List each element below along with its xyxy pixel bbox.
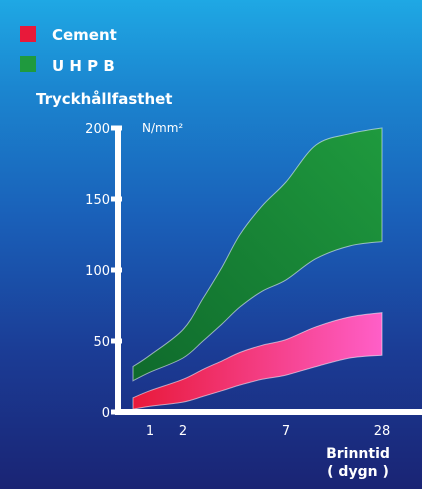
x-tick-label: 2	[179, 424, 187, 439]
y-tick-mark	[111, 338, 122, 344]
y-tick-label: 150	[85, 193, 110, 208]
y-tick-mark	[111, 125, 122, 131]
x-axis-unit: ( dygn )	[327, 464, 389, 480]
legend-swatch-cement	[20, 26, 36, 42]
x-tick-mark	[180, 409, 186, 415]
series-band-uhpb	[132, 127, 383, 382]
y-tick-label: 100	[85, 264, 110, 279]
y-axis-unit: N/mm²	[142, 121, 183, 135]
y-tick-label: 0	[102, 406, 110, 421]
y-tick-mark	[111, 409, 122, 415]
y-axis-label: Tryckhållfasthet	[36, 90, 172, 108]
series-bands	[132, 127, 383, 410]
y-tick-mark	[111, 267, 122, 273]
series-band-cement	[132, 312, 383, 410]
y-tick-label: 200	[85, 122, 110, 137]
x-tick-label: 28	[374, 424, 391, 439]
x-tick-mark	[379, 409, 385, 415]
x-tick-mark	[147, 409, 153, 415]
tick-labels: 0 50 100 150 200 1 2 7 28	[85, 122, 390, 439]
axes	[111, 125, 422, 415]
y-tick-label: 50	[93, 335, 110, 350]
x-tick-label: 1	[146, 424, 154, 439]
x-tick-label: 7	[282, 424, 290, 439]
x-axis-label: Brinntid	[326, 446, 390, 462]
legend-label-uhpb: U H P B	[52, 57, 115, 75]
legend-swatch-uhpb	[20, 56, 36, 72]
legend-label-cement: Cement	[52, 26, 117, 44]
y-tick-mark	[111, 196, 122, 202]
x-tick-mark	[283, 409, 289, 415]
